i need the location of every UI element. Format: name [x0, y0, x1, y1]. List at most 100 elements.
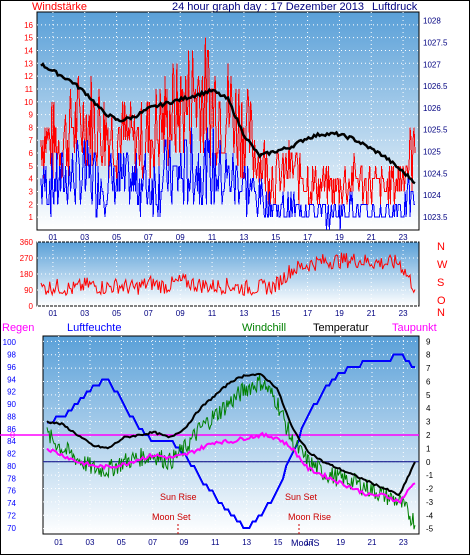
x-tick-label: 11 [208, 309, 217, 318]
x-tick-label: 11 [211, 538, 220, 547]
left-tick-label: 6 [29, 149, 34, 158]
x-tick-label: 13 [242, 538, 251, 547]
x-tick-label: 05 [117, 538, 126, 547]
temperature-tick-label: -1 [426, 471, 434, 480]
x-tick-label: 21 [367, 233, 376, 242]
temperature-tick-label: 3 [426, 418, 431, 427]
temperature-tick-label: 7 [426, 364, 431, 373]
x-tick-label: 17 [305, 538, 314, 547]
windchill-series-line [46, 374, 416, 530]
left-tick-label: 9 [29, 111, 34, 120]
x-tick-label: 01 [48, 309, 57, 318]
x-tick-label: 15 [271, 309, 280, 318]
direction-tick-label: 180 [20, 270, 34, 279]
windstaerke-series-line [40, 37, 416, 205]
direction-tick-label: 360 [20, 238, 34, 247]
temperatur-label: Temperatur [313, 322, 369, 334]
temperatur-series-line [46, 372, 416, 497]
taupunkt-series-line [46, 431, 416, 505]
left-tick-label: 12 [24, 72, 33, 81]
left-tick-label: 8 [29, 123, 34, 132]
x-tick-label: 03 [80, 233, 89, 242]
left-tick-label: 5 [29, 162, 34, 171]
windstaerke-label: Windstärke [32, 1, 87, 13]
humidity-tick-label: 98 [7, 351, 16, 360]
wind-direction-ticks: 0 90 180 270 360 01 03 05 07 09 11 13 15 17 19 21 23 [20, 238, 408, 318]
left-tick-label: 16 [24, 21, 33, 30]
humidity-tick-label: 70 [7, 524, 16, 533]
temperature-tick-label: 6 [426, 377, 431, 386]
x-tick-label: 23 [399, 233, 408, 242]
x-tick-label: 19 [335, 233, 344, 242]
x-tick-label: 05 [112, 309, 121, 318]
temperature-tick-label: 5 [426, 391, 431, 400]
x-tick-label: 03 [86, 538, 95, 547]
x-tick-label: 07 [148, 538, 157, 547]
humidity-tick-label: 78 [7, 474, 16, 483]
taupunkt-label: Taupunkt [392, 322, 437, 334]
x-tick-label: 19 [336, 538, 345, 547]
wind-direction-plot-area [36, 241, 420, 307]
humidity-tick-label: 96 [7, 363, 16, 372]
moon-set-label: Moon Set [152, 512, 191, 522]
x-tick-label: 21 [368, 538, 377, 547]
right-tick-label: 1025 [423, 148, 441, 157]
left-tick-label: 13 [24, 59, 33, 68]
humidity-tick-label: 94 [7, 375, 16, 384]
wind-direction-letter: O [437, 295, 446, 307]
x-tick-label: 15 [271, 233, 280, 242]
direction-tick-label: 0 [29, 302, 34, 311]
left-tick-label: 14 [24, 46, 33, 55]
wind-pressure-series [40, 37, 416, 231]
right-tick-label: 1027 [423, 60, 441, 69]
right-tick-label: 1026 [423, 104, 441, 113]
temperature-tick-label: 1 [426, 444, 431, 453]
x-tick-label: 03 [80, 309, 89, 318]
temperature-tick-label: -5 [426, 525, 434, 534]
humidity-tick-label: 86 [7, 425, 16, 434]
humidity-tick-label: 100 [3, 338, 17, 347]
humidity-tick-label: 92 [7, 388, 16, 397]
chart-title: 24 hour graph day : 17 Dezember 2013 [172, 1, 364, 13]
regen-label: Regen [2, 322, 34, 334]
x-tick-label: 09 [176, 309, 185, 318]
humidity-tick-label: 88 [7, 412, 16, 421]
wind-direction-letter: N [437, 241, 445, 253]
right-tick-label: 1024 [423, 191, 441, 200]
left-tick-label: 15 [24, 34, 33, 43]
luftfeuchte-series-line [47, 353, 415, 529]
wind-direction-letter: S [437, 277, 444, 289]
windrichtung-series-line [40, 252, 416, 297]
left-tick-label: 3 [29, 188, 34, 197]
temperature-tick-label: 8 [426, 351, 431, 360]
temperature-tick-label: -2 [426, 485, 434, 494]
left-tick-label: 11 [25, 85, 34, 94]
x-tick-label: 01 [48, 233, 57, 242]
humidity-tick-label: 74 [7, 499, 16, 508]
left-tick-label: 7 [29, 136, 34, 145]
right-tick-label: 1024.5 [423, 169, 448, 178]
right-tick-label: 1023.5 [423, 213, 448, 222]
humidity-tick-label: 90 [7, 400, 16, 409]
humidity-tick-label: 84 [7, 437, 16, 446]
humidity-temperature-series [0, 353, 419, 530]
x-tick-label: 23 [399, 538, 408, 547]
temperature-tick-label: 9 [426, 337, 431, 346]
wind-direction-letter: W [437, 259, 448, 271]
x-tick-label: 09 [176, 233, 185, 242]
humidity-tick-label: 82 [7, 450, 16, 459]
left-tick-label: 2 [29, 200, 34, 209]
windchill-label: Windchill [242, 322, 286, 334]
moon-rise-label: Moon Rise [288, 512, 331, 522]
humidity-tick-label: 80 [7, 462, 16, 471]
luftdruck-series-line [40, 62, 416, 185]
x-tick-label: 05 [112, 233, 121, 242]
wind-pressure-grid [37, 12, 419, 230]
x-tick-label: 07 [144, 233, 153, 242]
temperature-tick-label: 4 [426, 404, 431, 413]
humidity-tick-label: 76 [7, 487, 16, 496]
x-tick-label: 07 [144, 309, 153, 318]
